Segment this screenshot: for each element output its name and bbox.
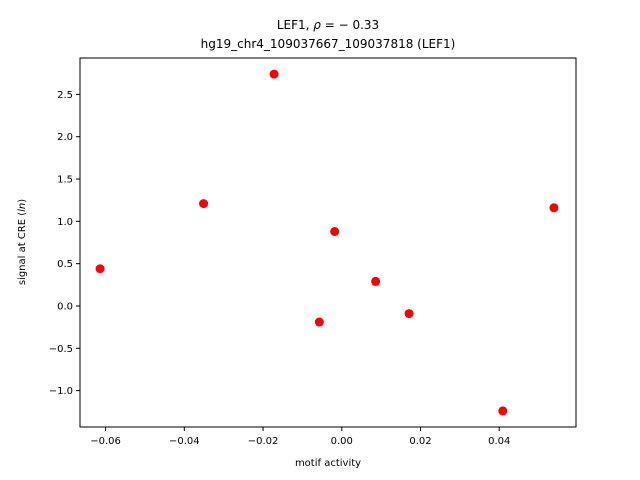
y-tick-label: 1.0 (57, 217, 73, 228)
x-axis-ticks: −0.06 −0.04 −0.02 0.00 0.02 0.04 (90, 427, 510, 447)
y-tick-label: 0.0 (57, 301, 73, 312)
plot-frame (79, 57, 577, 428)
x-tick-label: 0.00 (331, 436, 353, 447)
x-tick-label: −0.02 (248, 436, 279, 447)
x-tick-label: 0.02 (409, 436, 431, 447)
data-point (498, 406, 508, 416)
data-point (199, 199, 209, 209)
x-tick-label: −0.06 (90, 436, 121, 447)
scatter-points (95, 69, 559, 416)
data-point (549, 203, 559, 213)
y-tick-label: 0.5 (57, 259, 73, 270)
data-point (95, 264, 105, 274)
y-tick-label: 2.0 (57, 132, 73, 143)
chart-title-line-2: hg19_chr4_109037667_109037818 (LEF1) (201, 37, 456, 51)
y-tick-label: 1.5 (57, 175, 73, 186)
y-axis-label: signal at CRE (ln) (17, 199, 28, 285)
y-tick-label: −1.0 (49, 386, 73, 397)
data-point (330, 226, 340, 236)
data-point (371, 276, 381, 286)
y-tick-label: 2.5 (57, 90, 73, 101)
x-tick-label: −0.04 (169, 436, 200, 447)
data-point (269, 69, 279, 79)
chart-title-line-1: LEF1, ρ = − 0.33 (277, 18, 379, 32)
y-axis-ticks: −1.0 −0.5 0.0 0.5 1.0 1.5 2.0 2.5 (49, 90, 80, 397)
x-axis-label: motif activity (295, 458, 361, 469)
data-point (314, 317, 324, 327)
y-tick-label: −0.5 (49, 344, 73, 355)
x-tick-label: 0.04 (488, 436, 510, 447)
data-point (404, 309, 414, 319)
